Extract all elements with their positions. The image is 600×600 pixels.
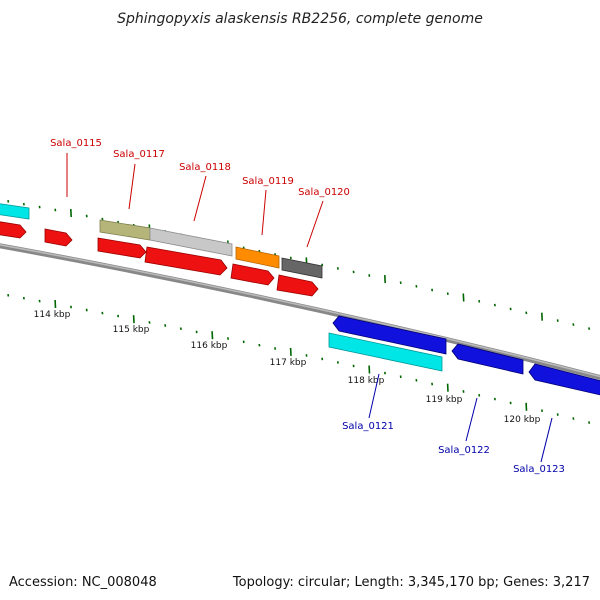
gene-label-sala-0115[interactable]: Sala_0115 [50, 138, 102, 149]
cyan-feature-reverse[interactable] [328, 332, 443, 372]
kbp-label: 115 kbp [113, 325, 150, 335]
gene-label-sala-0121[interactable]: Sala_0121 [342, 421, 394, 432]
cds-arrow[interactable] [0, 221, 27, 239]
leader-line [368, 373, 380, 419]
genome-backbone [0, 243, 600, 381]
cds-arrow[interactable] [44, 228, 73, 247]
gray-feature[interactable] [149, 227, 233, 257]
map-title: Sphingopyxis alaskensis RB2256, complete… [117, 11, 483, 27]
cds-arrow[interactable] [144, 246, 228, 276]
scale-ticks-lower [7, 293, 591, 424]
reverse-gene-labels: Sala_0121 Sala_0122 Sala_0123 [342, 373, 565, 475]
cds-arrow-reverse[interactable] [451, 343, 524, 375]
gene-label-sala-0117[interactable]: Sala_0117 [113, 149, 165, 160]
gene-label-sala-0118[interactable]: Sala_0118 [179, 162, 231, 173]
cds-arrow[interactable] [230, 263, 275, 286]
reverse-features [328, 315, 600, 396]
gene-label-sala-0119[interactable]: Sala_0119 [242, 176, 294, 187]
kbp-labels: 114 kbp 115 kbp 116 kbp 117 kbp 118 kbp … [34, 310, 541, 425]
kbp-label: 118 kbp [348, 376, 385, 386]
leader-line [261, 189, 267, 236]
olive-feature[interactable] [99, 219, 151, 241]
topology-text: Topology: circular; Length: 3,345,170 bp… [232, 575, 590, 590]
kbp-label: 120 kbp [504, 415, 541, 425]
kbp-label: 119 kbp [426, 395, 463, 405]
orange-feature[interactable] [235, 246, 280, 269]
kbp-label: 116 kbp [191, 341, 228, 351]
kbp-label: 117 kbp [270, 358, 307, 368]
cds-arrow-reverse[interactable] [528, 363, 600, 396]
genome-backbone-highlight [0, 244, 600, 378]
forward-gene-labels: Sala_0115 Sala_0117 Sala_0118 Sala_0119 … [50, 138, 350, 248]
leader-line [128, 163, 136, 210]
cyan-feature-left[interactable] [0, 203, 30, 220]
gene-label-sala-0120[interactable]: Sala_0120 [298, 187, 350, 198]
cds-arrow[interactable] [97, 237, 147, 259]
forward-features [0, 203, 323, 297]
leader-line [465, 397, 478, 442]
cds-arrow-reverse[interactable] [332, 315, 447, 355]
leader-line [193, 175, 207, 222]
kbp-label: 114 kbp [34, 310, 71, 320]
leader-line [540, 417, 553, 463]
cds-arrow[interactable] [276, 274, 319, 297]
leader-line [306, 200, 324, 248]
gene-label-sala-0123[interactable]: Sala_0123 [513, 464, 565, 475]
gene-label-sala-0122[interactable]: Sala_0122 [438, 445, 490, 456]
dark-feature[interactable] [281, 257, 323, 279]
accession-text: Accession: NC_008048 [9, 575, 157, 590]
